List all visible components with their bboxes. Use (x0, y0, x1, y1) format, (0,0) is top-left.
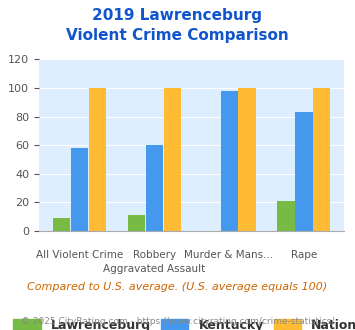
Bar (146, 145, 163, 231)
Text: Compared to U.S. average. (U.S. average equals 100): Compared to U.S. average. (U.S. average … (27, 282, 328, 292)
Bar (71, 148, 88, 231)
Bar (164, 88, 181, 231)
Text: Rape: Rape (291, 250, 317, 260)
Bar (239, 88, 256, 231)
Text: Robbery: Robbery (133, 250, 176, 260)
Legend: Lawrenceburg, Kentucky, National: Lawrenceburg, Kentucky, National (7, 313, 355, 330)
Text: Violent Crime Comparison: Violent Crime Comparison (66, 28, 289, 43)
Text: Murder & Mans...: Murder & Mans... (185, 250, 274, 260)
Bar (220, 91, 238, 231)
Bar (277, 201, 295, 231)
Bar (313, 88, 331, 231)
Text: 2019 Lawrenceburg: 2019 Lawrenceburg (93, 8, 262, 23)
Bar (53, 218, 70, 231)
Bar (128, 215, 145, 231)
Bar (295, 112, 312, 231)
Text: © 2025 CityRating.com - https://www.cityrating.com/crime-statistics/: © 2025 CityRating.com - https://www.city… (21, 317, 334, 326)
Text: Aggravated Assault: Aggravated Assault (103, 264, 206, 274)
Text: All Violent Crime: All Violent Crime (36, 250, 123, 260)
Bar (89, 88, 106, 231)
